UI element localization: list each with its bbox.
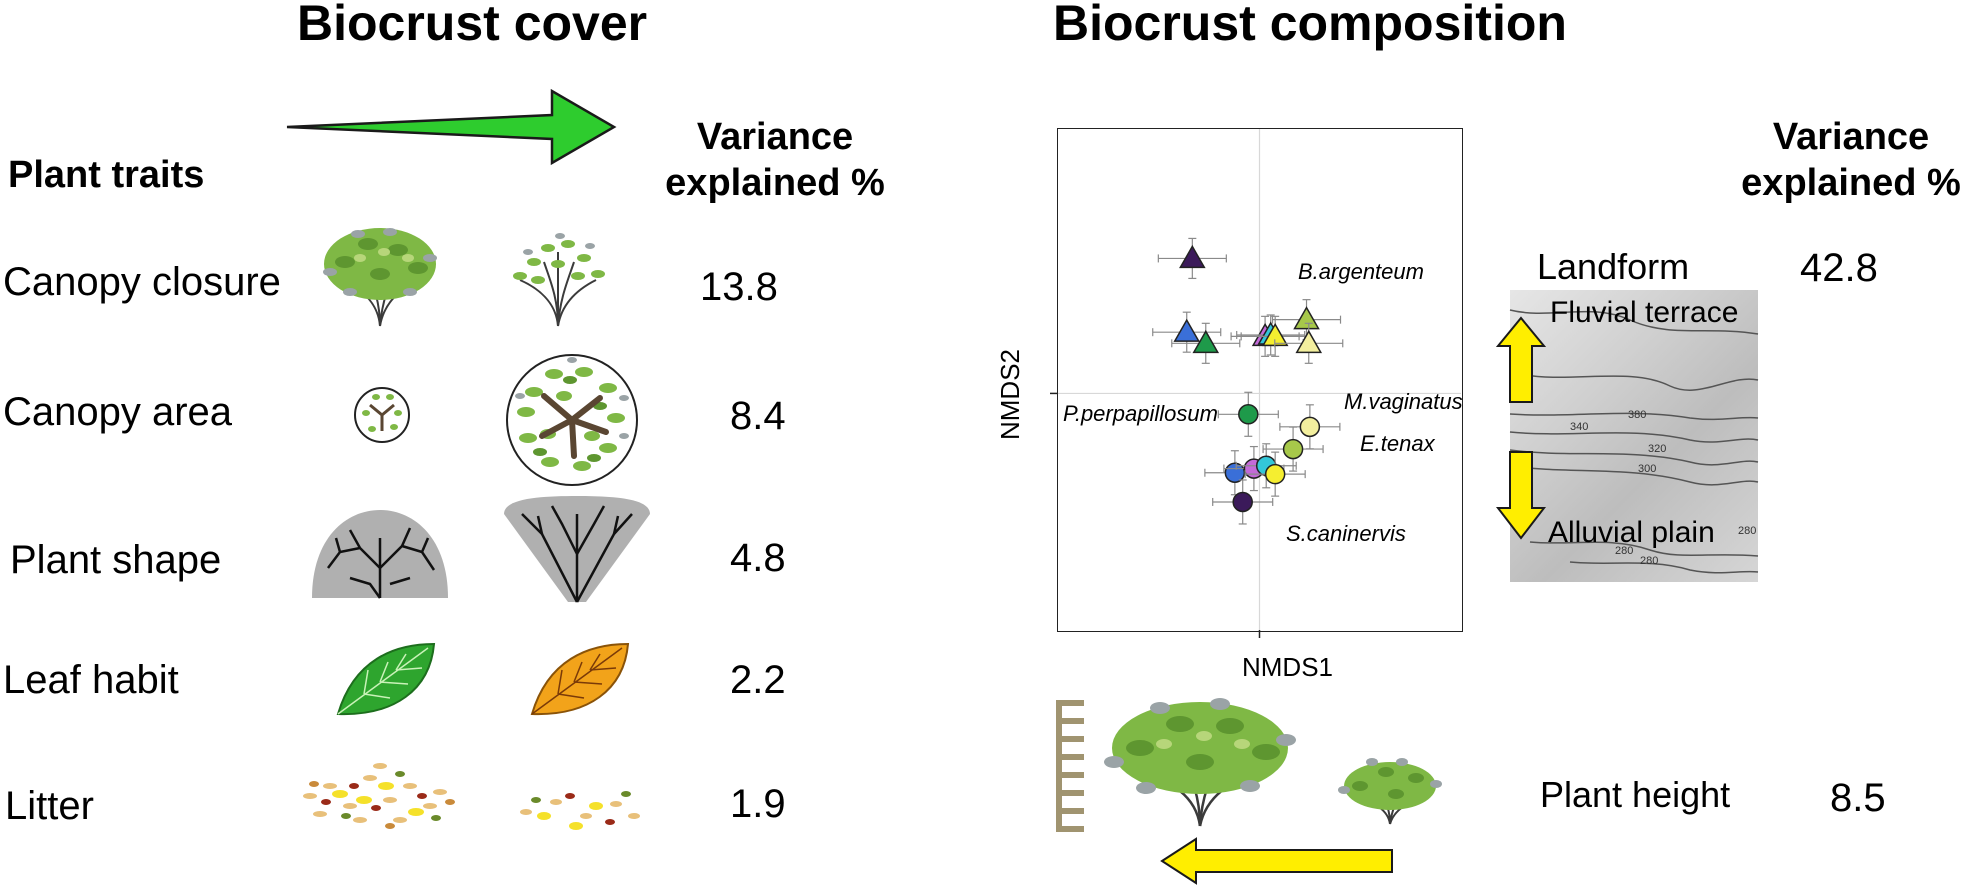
- height-scale-ruler-icon: [1056, 700, 1084, 832]
- alluvial-plain-label: Alluvial plain: [1548, 516, 1715, 549]
- contour-label-300: 300: [1638, 463, 1656, 475]
- landform-arrow-down: [1495, 451, 1547, 540]
- large-canopy-area-icon: [506, 354, 638, 486]
- rounded-plant-shape-icon: [312, 510, 448, 599]
- short-shrub-icon: [1338, 758, 1442, 825]
- nmds-plot-area: [1050, 129, 1461, 638]
- trait-value-plant-shape: 4.8: [730, 536, 786, 580]
- species-label-s-caninervis: S.caninervis: [1286, 521, 1406, 546]
- contour-label-280-a: 280: [1738, 525, 1756, 537]
- nmds-circle-point: [1264, 463, 1286, 485]
- trait-label-plant-shape: Plant shape: [10, 538, 222, 582]
- nmds-circle-point: [1232, 491, 1253, 513]
- contour-label-380: 380: [1628, 409, 1646, 421]
- inverted-cone-plant-shape-icon: [504, 496, 650, 603]
- left-title: Biocrust cover: [297, 0, 648, 51]
- sparse-litter-icon: [520, 791, 640, 830]
- right-variance-header: Variance explained %: [1720, 114, 1982, 206]
- landform-map: 380 340 320 300 280 280 280 Fluvial terr…: [1509, 290, 1759, 582]
- species-label-p-perpapillosum: P.perpapillosum: [1063, 401, 1218, 426]
- variance-header-line1: Variance: [696, 116, 854, 158]
- contour-lines: 380 340 320 300 280 280 280: [1509, 309, 1759, 574]
- small-canopy-area-icon: [354, 387, 410, 443]
- nmds-triangle-point: [1192, 329, 1220, 354]
- landform-arrow-up: [1495, 316, 1547, 403]
- trait-value-litter: 1.9: [730, 782, 786, 826]
- nmds-x-axis-label: NMDS1: [1242, 652, 1334, 682]
- left-variance-header: Variance explained %: [640, 114, 910, 206]
- trait-value-canopy-area: 8.4: [730, 394, 786, 438]
- plant-height-value: 8.5: [1830, 776, 1886, 820]
- species-label-m-vaginatus: M.vaginatus: [1344, 389, 1463, 414]
- nmds-circle-point: [1299, 416, 1321, 438]
- trait-label-leaf-habit: Leaf habit: [3, 658, 179, 702]
- trait-value-canopy-closure: 13.8: [700, 265, 778, 309]
- deciduous-leaf-icon: [530, 642, 630, 716]
- trait-label-canopy-closure: Canopy closure: [3, 260, 281, 304]
- fluvial-terrace-label: Fluvial terrace: [1550, 296, 1739, 329]
- landform-value: 42.8: [1800, 246, 1878, 290]
- contour-label-340: 340: [1570, 421, 1588, 433]
- nmds-circle-point: [1238, 404, 1259, 425]
- sparse-canopy-shrub-icon: [513, 233, 605, 327]
- dense-canopy-shrub-icon: [323, 228, 437, 327]
- nmds-triangle-point: [1179, 244, 1206, 269]
- plant-height-label: Plant height: [1540, 774, 1731, 815]
- contour-label-280-b: 280: [1615, 545, 1633, 557]
- nmds-triangle-point: [1293, 306, 1320, 330]
- nmds-y-axis-label: NMDS2: [995, 348, 1025, 440]
- nmds-plot: B.argenteum P.perpapillosum M.vaginatus …: [1050, 128, 1463, 638]
- variance-header-line2: explained %: [665, 162, 885, 204]
- right-title: Biocrust composition: [1053, 0, 1567, 51]
- right-variance-header-line1: Variance: [1772, 116, 1930, 158]
- species-label-b-argenteum: B.argenteum: [1298, 259, 1424, 284]
- species-label-e-tenax: E.tenax: [1360, 431, 1435, 456]
- nmds-circle-point: [1282, 438, 1304, 460]
- plant-traits-header: Plant traits: [8, 154, 205, 196]
- landform-label: Landform: [1537, 246, 1690, 287]
- evergreen-leaf-icon: [336, 642, 436, 716]
- right-variance-header-line2: explained %: [1741, 162, 1961, 204]
- trait-value-leaf-habit: 2.2: [730, 658, 786, 702]
- trait-label-canopy-area: Canopy area: [3, 390, 233, 434]
- trait-label-litter: Litter: [5, 784, 94, 828]
- tall-shrub-icon: [1104, 698, 1296, 827]
- nmds-triangle-point: [1295, 329, 1323, 354]
- increase-arrow: [286, 88, 617, 166]
- abundant-litter-icon: [303, 763, 455, 829]
- height-arrow-left: [1160, 837, 1393, 885]
- contour-label-280-c: 280: [1640, 555, 1658, 567]
- nmds-triangle-point: [1173, 318, 1201, 342]
- contour-label-320: 320: [1648, 443, 1666, 455]
